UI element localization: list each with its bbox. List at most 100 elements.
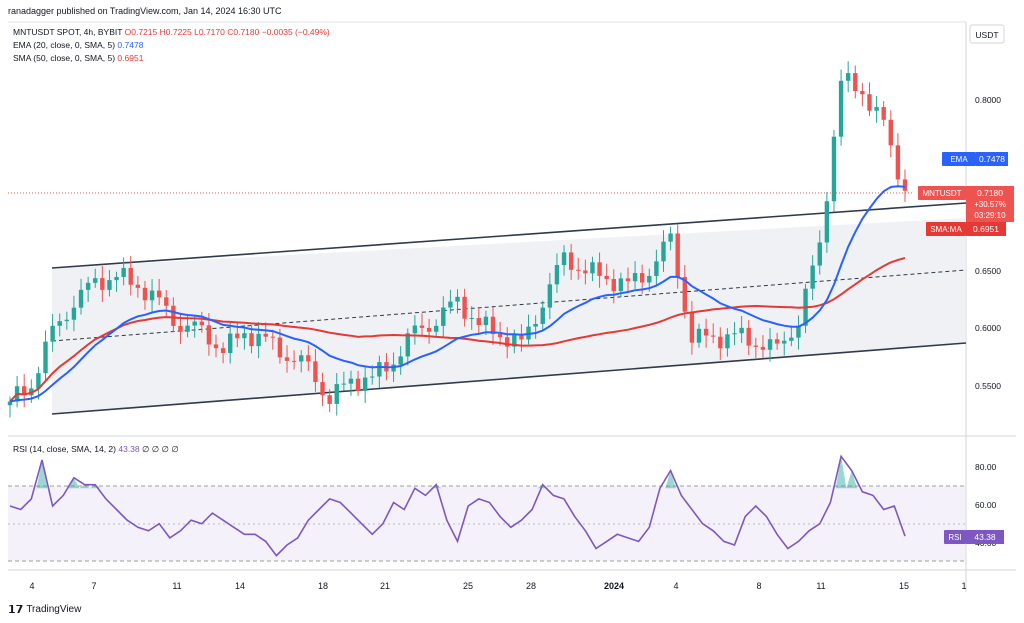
currency-label: USDT — [975, 30, 998, 40]
tradingview-logo-icon: 𝟭𝟳 — [8, 604, 24, 616]
candle-body — [568, 252, 574, 270]
candle-body — [767, 339, 773, 350]
candle-body — [810, 265, 815, 289]
candle-body — [711, 335, 716, 337]
candle-body — [327, 395, 332, 404]
rsi-price-label: RSI 43.38 — [944, 530, 1004, 544]
candle-body — [334, 384, 339, 404]
footer[interactable]: 𝟭𝟳 TradingView — [8, 603, 81, 616]
candle-body — [78, 289, 84, 308]
sma-price-label: SMA:MA 0.6951 — [926, 222, 1006, 236]
candle-body — [661, 241, 666, 262]
rsi-extra: ∅ ∅ ∅ ∅ — [142, 444, 179, 454]
channel-upper-line[interactable] — [51, 202, 967, 269]
candle-body — [853, 73, 858, 92]
last-price-value: 0.7180 — [977, 188, 1003, 198]
candle-body — [760, 346, 766, 350]
candle-body — [476, 318, 482, 326]
candle-body — [192, 321, 197, 326]
candle-body — [36, 373, 41, 389]
legend-sma-row[interactable]: SMA (50, close, 0, SMA, 5) 0.6951 — [13, 53, 143, 63]
rsi-tag-value: 43.38 — [974, 532, 996, 542]
candle-body — [583, 270, 588, 274]
candle-body — [874, 107, 879, 111]
rsi-tick: 60.00 — [975, 500, 997, 510]
candle-body — [426, 327, 432, 332]
candle-body — [128, 267, 133, 285]
candle-body — [668, 233, 673, 242]
candle-body — [100, 278, 105, 290]
candle-body — [398, 356, 403, 365]
time-tick: 4 — [29, 581, 34, 591]
candle-body — [625, 278, 631, 282]
candle-body — [732, 333, 737, 335]
candle-body — [156, 290, 162, 298]
candle-body — [419, 325, 425, 328]
candle-body — [497, 334, 503, 338]
candle-body — [71, 307, 77, 320]
currency-box[interactable] — [969, 24, 1005, 44]
candle-body — [512, 334, 517, 347]
time-tick: 11 — [172, 581, 181, 591]
time-tick: 28 — [526, 581, 536, 591]
candle-body — [85, 282, 91, 290]
candle-body — [93, 278, 98, 283]
rsi-band — [8, 486, 966, 561]
candle-body — [547, 284, 553, 308]
legend-ema-row[interactable]: EMA (20, close, 0, SMA, 5) 0.7478 — [13, 40, 143, 50]
candle-body — [455, 296, 460, 302]
candle-body — [540, 307, 545, 324]
candle-body — [831, 136, 837, 202]
candle-body — [199, 321, 204, 326]
time-tick: 1 — [961, 581, 966, 591]
candle-body — [519, 334, 524, 340]
candle-body — [57, 321, 62, 326]
candle-body — [355, 378, 361, 391]
candle-body — [789, 337, 794, 341]
last-price-countdown: 03:29:10 — [974, 211, 1006, 220]
channel-lower-line[interactable] — [51, 342, 967, 415]
candle-body — [462, 296, 467, 319]
candle-body — [490, 316, 496, 335]
candle-body — [902, 179, 908, 191]
candle-body — [43, 341, 48, 374]
candle-body — [618, 278, 624, 292]
ema-price-value: 0.7478 — [979, 154, 1005, 164]
candle-body — [291, 360, 297, 362]
sma-price-tag: SMA:MA — [930, 225, 962, 234]
rsi-line[interactable] — [9, 454, 906, 557]
time-tick: 7 — [91, 581, 96, 591]
legend-symbol-row[interactable]: MNTUSDT SPOT, 4h, BYBIT O0.7215 H0.7225 … — [13, 27, 330, 37]
candle-body — [263, 333, 268, 337]
candle-body — [824, 201, 830, 243]
time-tick: 8 — [756, 581, 761, 591]
candle-body — [249, 333, 254, 347]
candle-body — [739, 327, 744, 334]
candle-body — [441, 307, 446, 326]
candle-body — [448, 301, 453, 308]
candle-body — [235, 333, 240, 339]
candle-body — [242, 333, 247, 339]
brand-name: TradingView — [26, 604, 82, 615]
candle-body — [696, 328, 702, 343]
candle-body — [220, 348, 226, 353]
ema-line[interactable] — [9, 185, 906, 403]
sma-price-value: 0.6951 — [973, 224, 999, 234]
candle-body — [164, 297, 169, 306]
candle-body — [149, 290, 155, 301]
time-axis[interactable]: 4 7 11 14 18 21 25 28 2024 4 8 11 15 1 — [29, 581, 966, 591]
candle-body — [782, 340, 787, 344]
candle-body — [639, 273, 645, 283]
ema-value: 0.7478 — [117, 40, 144, 50]
rsi-tag: RSI — [948, 533, 961, 542]
candle-body — [107, 280, 112, 290]
candle-body — [306, 355, 311, 362]
symbol-line: MNTUSDT SPOT, 4h, BYBIT — [13, 27, 123, 37]
time-tick: 21 — [380, 581, 390, 591]
candle-body — [604, 275, 609, 280]
time-tick: 11 — [816, 581, 825, 591]
legend-rsi-row[interactable]: RSI (14, close, SMA, 14, 2) 43.38 ∅ ∅ ∅ … — [13, 444, 179, 455]
candle-body — [313, 361, 318, 383]
ema-price-label: EMA 0.7478 — [942, 152, 1008, 166]
